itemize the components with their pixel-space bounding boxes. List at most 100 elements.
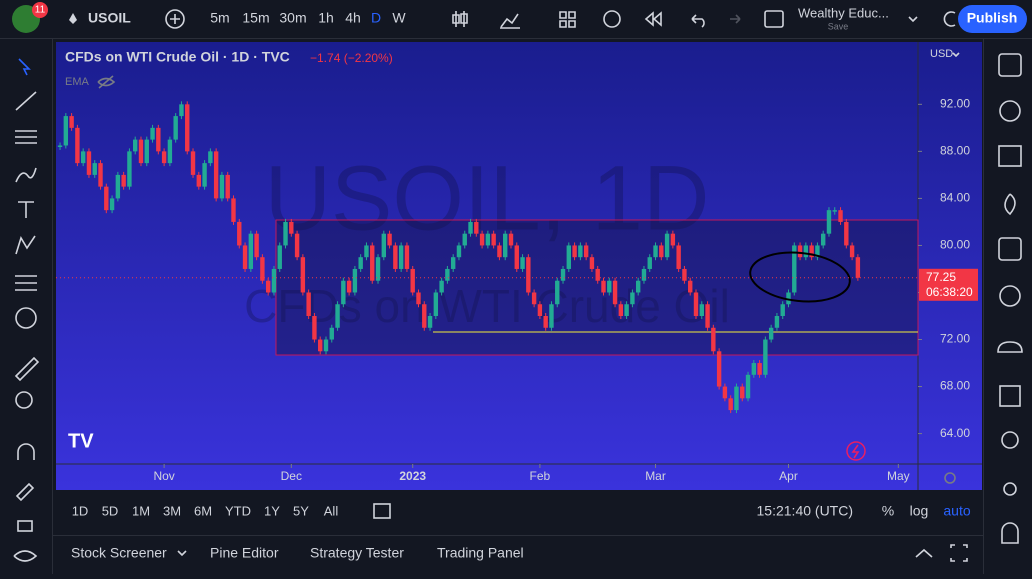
auto-toggle[interactable]: auto — [943, 503, 970, 519]
visibility-tool[interactable] — [13, 550, 38, 562]
lock-drawing-tool[interactable] — [15, 482, 35, 502]
bottom-panel — [53, 536, 983, 574]
y-tick-label: 80.00 — [940, 238, 970, 252]
chat[interactable] — [999, 385, 1021, 407]
range-button[interactable]: All — [324, 503, 339, 518]
hotlists[interactable] — [1004, 193, 1016, 216]
undo[interactable] — [691, 14, 705, 28]
templates[interactable] — [559, 11, 576, 28]
tips[interactable] — [1001, 431, 1019, 449]
candle — [653, 245, 658, 258]
cursor-tool[interactable] — [18, 58, 31, 76]
go-to-date[interactable] — [373, 503, 391, 519]
text-tool[interactable] — [18, 201, 34, 218]
layout-icon[interactable] — [764, 10, 784, 28]
panel-tab[interactable]: Stock Screener — [71, 545, 167, 561]
news[interactable] — [997, 341, 1023, 353]
symbol[interactable]: USOIL — [88, 10, 131, 26]
candle — [728, 398, 733, 411]
y-tick-label: 92.00 — [940, 96, 970, 110]
timeframe[interactable]: 30m — [279, 10, 306, 26]
fib-tool[interactable] — [15, 130, 37, 144]
candle — [578, 245, 583, 258]
ema-legend[interactable]: EMA — [65, 76, 90, 88]
lock-tool[interactable] — [17, 520, 33, 532]
add-symbol[interactable] — [165, 9, 185, 29]
panel-tab[interactable]: Trading Panel — [437, 545, 524, 561]
left-toolbar — [0, 39, 52, 574]
range-button[interactable]: 1M — [132, 503, 150, 518]
candle — [346, 280, 352, 293]
range-button[interactable]: 5Y — [293, 503, 309, 518]
stream[interactable] — [1003, 482, 1017, 496]
alert[interactable] — [603, 10, 621, 28]
last-price-tag — [919, 268, 978, 301]
candle — [531, 292, 537, 305]
candle — [618, 304, 624, 317]
layout-name[interactable]: Wealthy Educ... — [798, 5, 889, 20]
percent-toggle[interactable]: % — [882, 503, 894, 519]
candle — [277, 245, 282, 269]
range-button[interactable]: 1D — [72, 503, 89, 518]
event-icon[interactable] — [846, 441, 866, 461]
candle — [520, 257, 525, 269]
timeframe[interactable]: 5m — [210, 10, 229, 26]
candle — [560, 268, 566, 281]
range-bar — [53, 491, 983, 531]
settings-icon[interactable] — [944, 472, 956, 484]
alerts-panel[interactable] — [999, 100, 1021, 122]
candle — [156, 127, 161, 152]
range-button[interactable]: 6M — [194, 503, 212, 518]
chart-type[interactable] — [452, 11, 468, 27]
notifications[interactable] — [1001, 522, 1019, 544]
data-window[interactable] — [998, 145, 1022, 167]
range-button[interactable]: 5D — [102, 503, 119, 518]
line-tool[interactable] — [15, 91, 37, 111]
candle — [179, 104, 184, 117]
publish-button[interactable] — [958, 5, 1027, 33]
candle — [479, 233, 485, 246]
symbol-icon — [69, 13, 77, 24]
watchlist[interactable] — [998, 53, 1022, 77]
calendar[interactable] — [998, 237, 1022, 261]
panel-tab[interactable]: Strategy Tester — [310, 545, 404, 561]
maximize[interactable] — [950, 544, 968, 562]
indicators[interactable] — [500, 13, 520, 29]
candle — [705, 304, 710, 328]
candle — [595, 268, 600, 281]
watermark-name: CFDs on WTI Crude Oil — [244, 280, 730, 332]
candle — [341, 280, 346, 305]
layout-caret[interactable] — [908, 16, 918, 23]
pattern-tool[interactable] — [15, 235, 36, 255]
range-button[interactable]: 1Y — [264, 503, 280, 518]
timeframe[interactable]: 1h — [318, 10, 334, 26]
prediction-tool[interactable] — [15, 275, 37, 291]
timeframe[interactable]: 4h — [345, 10, 361, 26]
zoom-tool[interactable] — [15, 391, 33, 409]
candle — [138, 139, 144, 164]
candle — [260, 257, 265, 281]
candle — [75, 127, 80, 164]
magnet-tool[interactable] — [17, 443, 35, 460]
panel-tab[interactable]: Pine Editor — [210, 545, 279, 561]
icon-tool[interactable] — [15, 307, 37, 329]
timeframe[interactable]: 15m — [242, 10, 269, 26]
candle — [283, 221, 288, 246]
timeframe[interactable]: W — [392, 10, 406, 26]
log-toggle[interactable]: log — [910, 503, 929, 519]
timeframe[interactable]: D — [371, 10, 381, 26]
ideas[interactable] — [999, 285, 1021, 307]
hide-icon[interactable] — [97, 75, 116, 89]
currency[interactable]: USD — [930, 48, 953, 60]
measure-tool[interactable] — [14, 356, 40, 382]
range-button[interactable]: YTD — [225, 503, 251, 518]
replay[interactable] — [644, 11, 662, 27]
collapse[interactable] — [915, 548, 933, 558]
tv-logo[interactable]: TV — [68, 430, 94, 452]
range-button[interactable]: 3M — [163, 503, 181, 518]
candle — [167, 139, 173, 164]
brush-tool[interactable] — [15, 167, 37, 183]
quick-search[interactable] — [943, 11, 956, 27]
candle — [497, 245, 502, 258]
candle — [740, 386, 745, 399]
